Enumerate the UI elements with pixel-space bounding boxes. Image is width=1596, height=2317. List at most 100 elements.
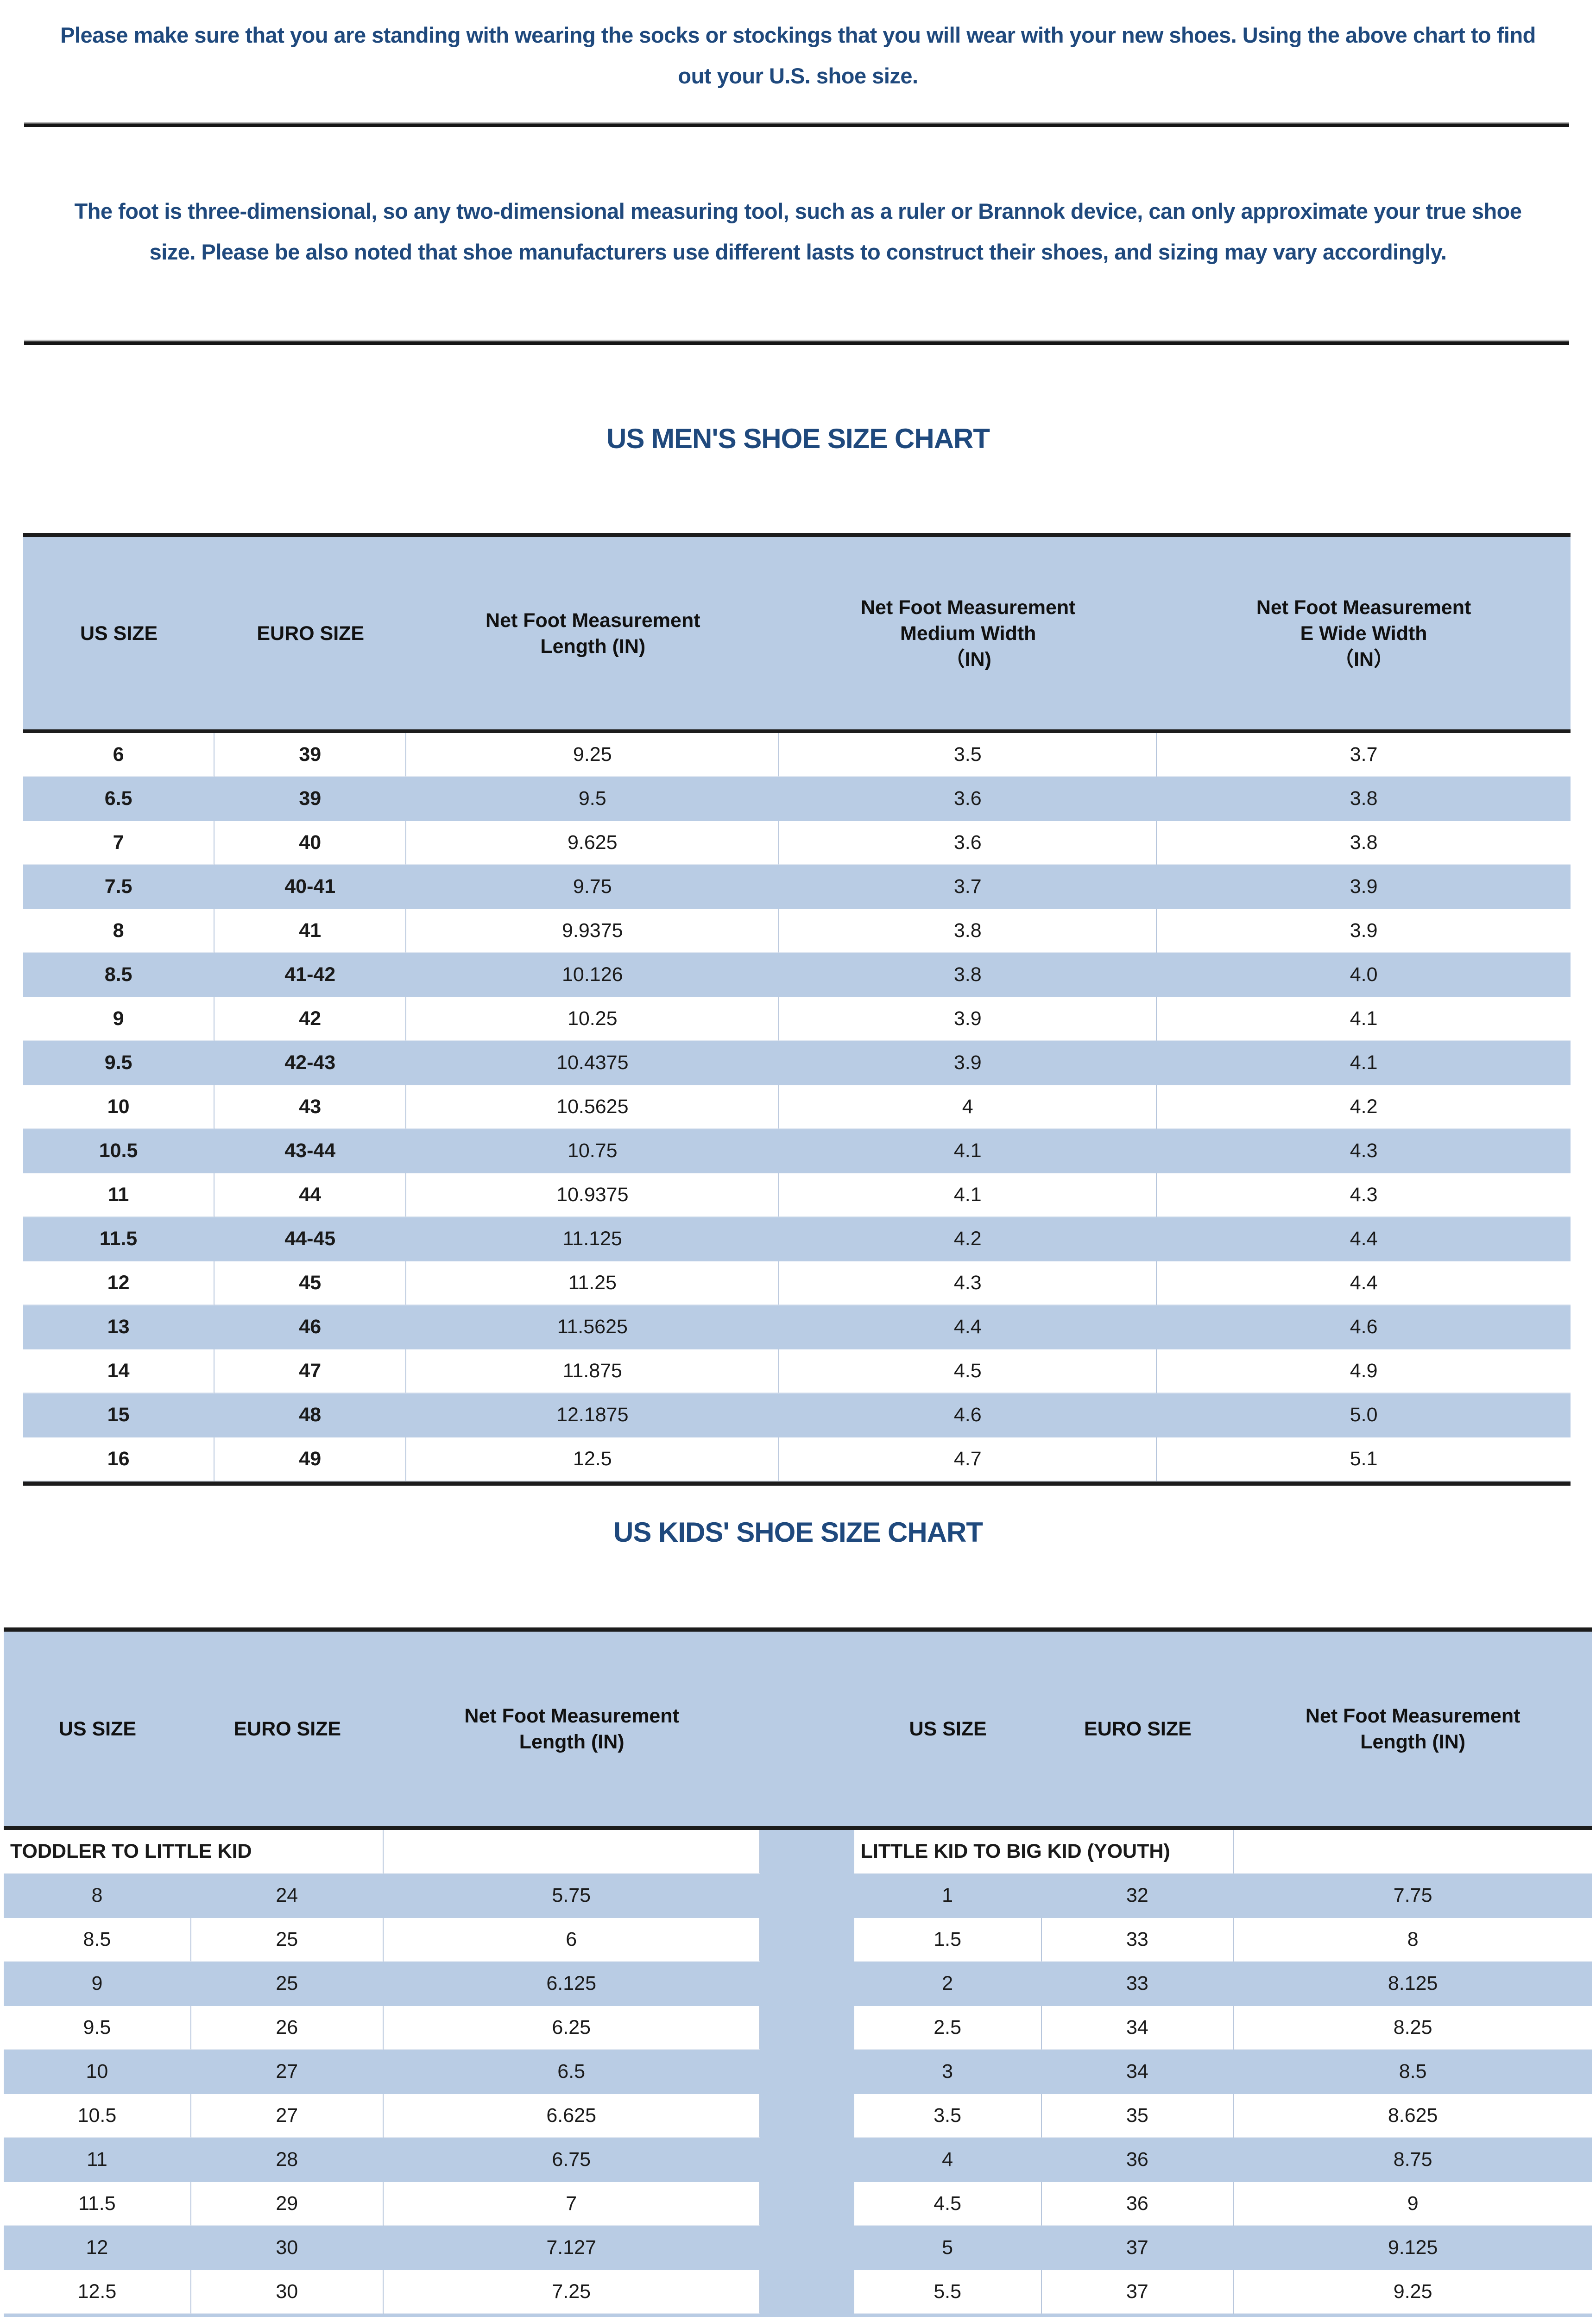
table-cell: 34	[1041, 2006, 1234, 2050]
table-cell: 3.8	[779, 909, 1157, 953]
table-cell: 6.5	[383, 2050, 760, 2094]
column-header: US SIZE	[854, 1632, 1042, 1830]
section-empty-cell	[383, 1830, 760, 1874]
table-cell: 7	[383, 2182, 760, 2226]
table-cell: 4.1	[779, 1173, 1157, 1217]
table-cell: 39	[214, 733, 407, 777]
table-cell: 11.875	[406, 1349, 780, 1393]
table-cell: 36	[1041, 2182, 1234, 2226]
table-cell: 4.2	[779, 1217, 1157, 1261]
table-spacer-cell	[760, 1830, 854, 1874]
table-cell: 34	[1041, 2050, 1234, 2094]
table-spacer-cell	[760, 2006, 854, 2050]
table-row: 8.5 25 6 1.5 33 8	[4, 1918, 1592, 1962]
kids-table-body: TODDLER TO LITTLE KID LITTLE KID TO BIG …	[4, 1830, 1592, 2317]
table-cell: 1	[854, 1874, 1042, 1918]
table-cell: 4.7	[779, 1437, 1157, 1481]
table-cell: 6	[383, 1918, 760, 1962]
table-cell: 33	[1041, 1962, 1234, 2006]
table-cell: 3.7	[1157, 733, 1571, 777]
table-row: 8 24 5.75 1 32 7.75	[4, 1874, 1592, 1918]
column-header: Net Foot Measurement Length (IN)	[1234, 1632, 1592, 1830]
table-cell: 30	[191, 2226, 384, 2270]
table-cell: 6.25	[383, 2006, 760, 2050]
table-cell: 44-45	[214, 1217, 407, 1261]
table-cell: 4.2	[1157, 1085, 1571, 1129]
table-spacer-cell	[760, 2138, 854, 2182]
table-cell: 9	[1234, 2182, 1592, 2226]
table-cell: 11.5	[23, 1217, 215, 1261]
table-cell: 12	[4, 2226, 191, 2270]
table-cell: 25	[191, 1918, 384, 1962]
table-cell: 4.9	[1157, 1349, 1571, 1393]
table-cell: 8.5	[23, 953, 215, 997]
table-cell: 3.8	[1157, 777, 1571, 821]
table-spacer-cell	[760, 2314, 854, 2317]
section-label-toddler: TODDLER TO LITTLE KID	[4, 1830, 384, 1874]
table-cell: 5	[854, 2226, 1042, 2270]
table-cell: 41-42	[214, 953, 407, 997]
table-cell: 10.4375	[406, 1041, 780, 1085]
column-header: EURO SIZE	[191, 1632, 384, 1830]
table-cell: 10.126	[406, 953, 780, 997]
table-cell: 15	[23, 1393, 215, 1437]
table-row: 11.5 44-45 11.125 4.2 4.4	[23, 1217, 1571, 1261]
table-cell: 8	[23, 909, 215, 953]
table-cell: 4.5	[779, 1349, 1157, 1393]
table-cell: 4.3	[1157, 1173, 1571, 1217]
table-spacer-cell	[760, 1918, 854, 1962]
table-cell: 9.5	[23, 1041, 215, 1085]
table-cell: 7.25	[383, 2270, 760, 2314]
table-row: 14 47 11.875 4.5 4.9	[23, 1349, 1571, 1393]
table-spacer-cell	[760, 2270, 854, 2314]
divider-rule-2	[24, 340, 1569, 345]
table-cell: 10.5625	[406, 1085, 780, 1129]
table-cell: 3	[854, 2050, 1042, 2094]
table-row: 10 27 6.5 3 34 8.5	[4, 2050, 1592, 2094]
table-cell: 7.127	[383, 2226, 760, 2270]
intro-note-measuring: The foot is three-dimensional, so any tw…	[74, 199, 1522, 264]
table-cell: 10.75	[406, 1129, 780, 1173]
table-row: 9 25 6.125 2 33 8.125	[4, 1962, 1592, 2006]
table-cell: 6.5	[23, 777, 215, 821]
column-header: Net Foot Measurement Length (IN)	[383, 1632, 760, 1830]
table-cell: 3.7	[779, 865, 1157, 909]
table-cell: 12	[23, 1261, 215, 1305]
table-cell: 3.6	[779, 821, 1157, 865]
table-cell: 4.1	[779, 1129, 1157, 1173]
table-cell: 4.5	[854, 2182, 1042, 2226]
table-cell: 37	[1041, 2226, 1234, 2270]
table-cell: 4	[779, 1085, 1157, 1129]
table-cell: 3.9	[1157, 865, 1571, 909]
table-cell: 7.5	[383, 2314, 760, 2317]
table-cell: 9.25	[1234, 2270, 1592, 2314]
table-cell: 47	[214, 1349, 407, 1393]
mens-table-header: US SIZE EURO SIZE Net Foot Measurement Leng…	[23, 537, 1571, 733]
table-row: 10.5 43-44 10.75 4.1 4.3	[23, 1129, 1571, 1173]
table-cell: 4.4	[779, 1305, 1157, 1349]
table-cell: 14	[23, 1349, 215, 1393]
table-cell: 4.4	[1157, 1261, 1571, 1305]
table-cell: 45	[214, 1261, 407, 1305]
kids-table-header: US SIZE EURO SIZE Net Foot Measurement Leng…	[4, 1632, 1592, 1830]
table-cell: 8.25	[1234, 2006, 1592, 2050]
table-cell: 4.6	[779, 1393, 1157, 1437]
table-cell: 41	[214, 909, 407, 953]
table-row: 11 44 10.9375 4.1 4.3	[23, 1173, 1571, 1217]
table-cell: 5.5	[854, 2270, 1042, 2314]
table-cell: 10.9375	[406, 1173, 780, 1217]
table-cell: 4.4	[1157, 1217, 1571, 1261]
table-cell: 8	[1234, 1918, 1592, 1962]
table-cell: 3.9	[779, 1041, 1157, 1085]
table-cell: 30	[191, 2270, 384, 2314]
table-cell: 36	[1041, 2138, 1234, 2182]
table-cell: 44	[214, 1173, 407, 1217]
table-cell: 10.5	[23, 1129, 215, 1173]
table-cell: 6	[23, 733, 215, 777]
table-cell: 31	[191, 2314, 384, 2317]
table-cell: 9	[23, 997, 215, 1041]
table-cell: 13	[4, 2314, 191, 2317]
table-cell: 3.9	[1157, 909, 1571, 953]
column-header: Net Foot Measurement Length (IN)	[406, 537, 780, 733]
table-cell: 3.8	[779, 953, 1157, 997]
